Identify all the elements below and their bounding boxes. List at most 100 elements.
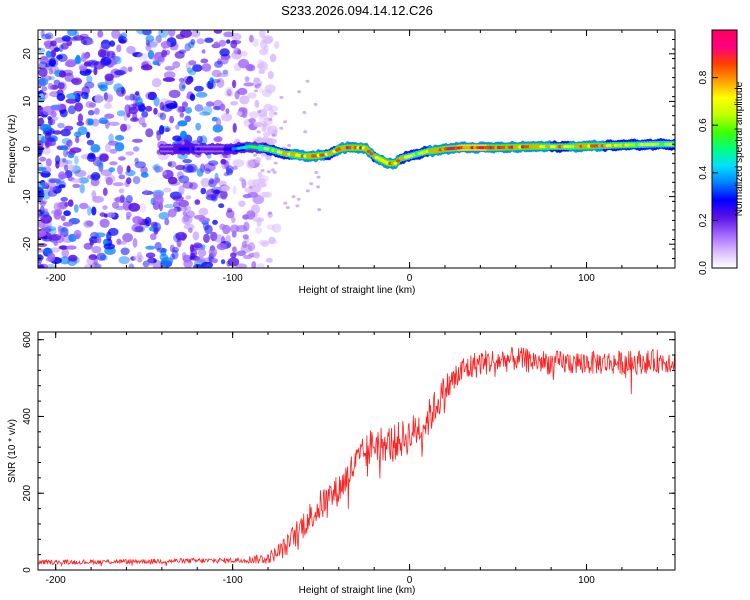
heatmap-noise-blob: [285, 206, 290, 209]
heatmap-noise-blob: [104, 113, 115, 119]
heatmap-noise-blob: [243, 221, 250, 232]
heatmap-noise-blob: [185, 78, 192, 85]
heatmap-noise-blob: [250, 204, 261, 215]
heatmap-noise-blob: [164, 66, 175, 71]
heatmap-noise-blob: [231, 216, 236, 224]
heatmap-noise-blob: [38, 230, 47, 238]
heatmap-noise-blob: [254, 89, 258, 93]
heatmap-noise-blob: [55, 103, 67, 111]
heatmap-noise-blob: [147, 256, 154, 266]
heatmap-noise-blob: [120, 247, 130, 256]
heatmap-noise-blob: [256, 63, 265, 69]
heatmap-noise-blob: [182, 163, 194, 173]
heatmap-noise-blob: [192, 64, 203, 72]
heatmap-noise-blob: [189, 93, 196, 101]
heatmap-noise-blob: [248, 117, 256, 124]
colorbar-tick-label: 0.8: [698, 70, 709, 84]
heatmap-noise-blob: [109, 40, 116, 47]
heatmap-noise-blob: [102, 205, 108, 210]
heatmap-noise-blob: [198, 217, 211, 223]
heatmap-noise-blob: [38, 47, 46, 53]
heatmap-noise-blob: [267, 71, 274, 80]
heatmap-noise-blob: [106, 212, 116, 218]
heatmap-noise-blob: [64, 143, 71, 151]
heatmap-noise-blob: [271, 133, 276, 137]
heatmap-noise-blob: [183, 223, 195, 230]
heatmap-noise-blob: [85, 220, 94, 227]
heatmap-noise-blob: [220, 259, 226, 265]
heatmap-noise-blob: [232, 123, 237, 133]
heatmap-noise-blob: [81, 91, 89, 100]
heatmap-noise-blob: [91, 261, 100, 268]
heatmap-noise-blob: [216, 78, 225, 88]
snr-panel: -200 -100 0 100 0 200 400 600 Height of straigh…: [7, 331, 676, 596]
heatmap-noise-blob: [108, 167, 115, 173]
heatmap-noise-blob: [232, 185, 237, 195]
snr-frame: [37, 331, 676, 571]
heatmap-noise-blob: [45, 264, 57, 268]
heatmap-noise-blob: [64, 72, 74, 83]
heatmap-noise-blob: [152, 195, 164, 206]
heatmap-noise-blob: [50, 50, 57, 58]
heatmap-noise-blob: [113, 83, 124, 93]
heatmap-noise-blob: [216, 117, 221, 127]
heatmap-noise-blob: [271, 223, 282, 233]
heatmap-noise-blob: [53, 202, 63, 212]
x-tick-label: 100: [578, 273, 595, 284]
heatmap-noise-blob: [59, 44, 64, 53]
heatmap-noise-blob: [74, 102, 83, 112]
heatmap-noise-blob: [90, 173, 95, 181]
heatmap-noise-blob: [283, 201, 288, 205]
heatmap-noise-blob: [104, 174, 116, 183]
heatmap-noise-blob: [268, 118, 273, 121]
heatmap-noise-blob: [87, 206, 92, 216]
heatmap-noise-blob: [258, 175, 269, 183]
heatmap-noise-blob: [63, 210, 71, 217]
heatmap-noise-blob: [125, 151, 135, 156]
heatmap-noise-blob: [194, 104, 204, 112]
heatmap-noise-blob: [154, 242, 162, 251]
heatmap-noise-blob: [49, 44, 59, 52]
heatmap-noise-blob: [257, 110, 262, 113]
heatmap-noise-blob: [65, 98, 78, 104]
heatmap-noise-blob: [62, 158, 67, 164]
heatmap-noise-blob: [120, 123, 127, 132]
heatmap-noise-blob: [190, 248, 198, 258]
heatmap-noise-blob: [66, 93, 79, 100]
heatmap-noise-blob: [302, 111, 307, 114]
heatmap-noise-blob: [265, 155, 273, 161]
colorbar-tick-label: 0.6: [698, 118, 709, 132]
heatmap-noise-blob: [259, 48, 269, 56]
heatmap-noise-blob: [40, 54, 48, 63]
heatmap-noise-blob: [47, 116, 52, 121]
heatmap-noise-blob: [44, 248, 52, 255]
heatmap-noise-blob: [140, 172, 149, 178]
heatmap-noise-blob: [265, 257, 273, 263]
heatmap-noise-blob: [213, 106, 222, 111]
heatmap-noise-blob: [133, 255, 145, 261]
heatmap-noise-blob: [197, 249, 207, 257]
heatmap-noise-blob: [168, 89, 181, 99]
heatmap-noise-blob: [263, 103, 273, 112]
heatmap-noise-blob: [153, 227, 159, 235]
heatmap-noise-blob: [93, 173, 101, 180]
heatmap-noise-blob: [79, 202, 89, 210]
heatmap-noise-blob: [182, 211, 187, 216]
heatmap-noise-blob: [261, 191, 273, 198]
heatmap-noise-blob: [251, 261, 257, 268]
heatmap-noise-blob: [222, 69, 229, 75]
heatmap-noise-blob: [59, 231, 65, 237]
heatmap-noise-blob: [59, 108, 68, 118]
heatmap-noise-blob: [193, 263, 203, 268]
heatmap-noise-blob: [107, 95, 113, 102]
heatmap-noise-blob: [106, 50, 116, 59]
x-tick-label: -100: [223, 575, 243, 586]
heatmap-noise-blob: [104, 93, 114, 103]
heatmap-noise-blob: [192, 231, 200, 241]
y-tick-label: 600: [22, 331, 33, 348]
heatmap-noise-blob: [83, 61, 92, 67]
heatmap-noise-blob: [61, 35, 71, 42]
heatmap-noise-blob: [209, 77, 214, 83]
heatmap-noise-blob: [183, 214, 190, 223]
